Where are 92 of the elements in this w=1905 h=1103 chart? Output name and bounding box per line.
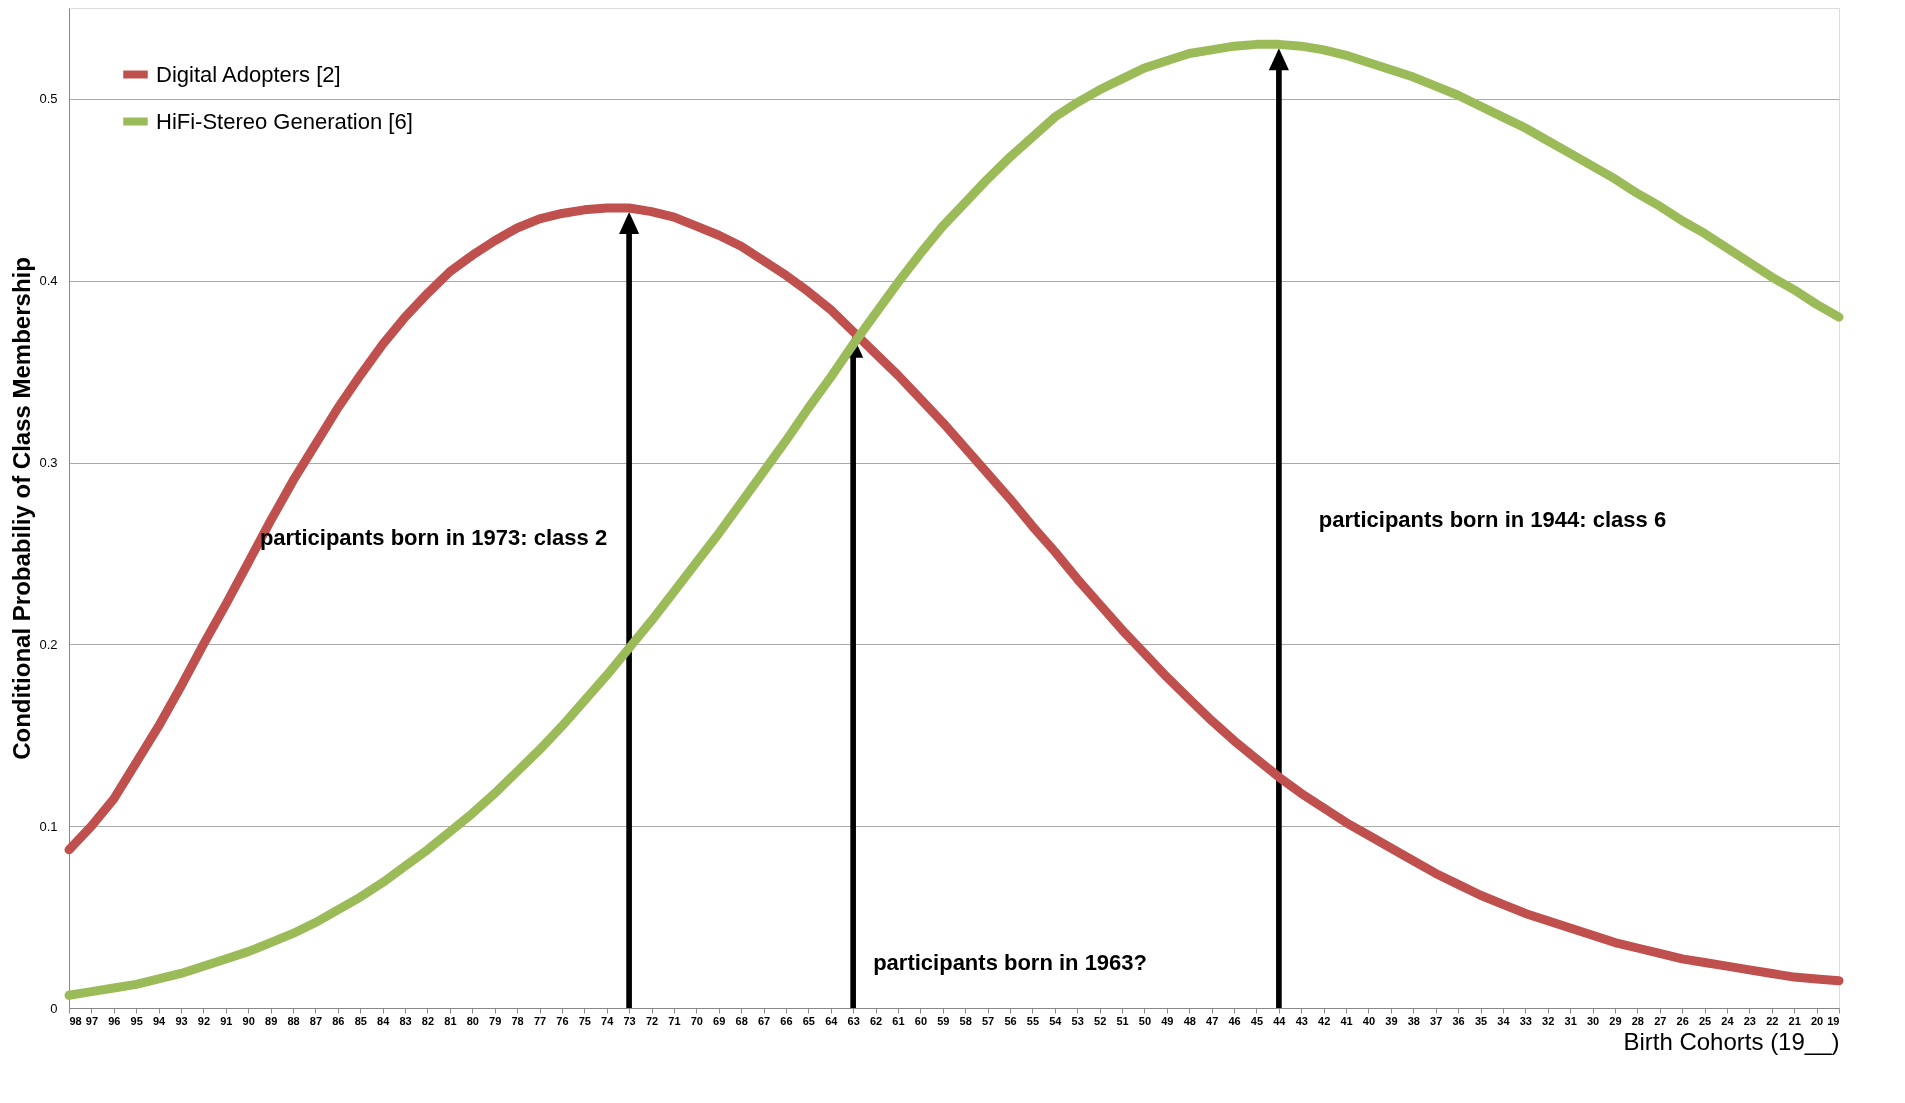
x-tick-label: 24 — [1721, 1014, 1735, 1027]
x-tick-label: 48 — [1183, 1014, 1196, 1027]
x-tick-label: 39 — [1385, 1014, 1398, 1027]
x-tick-label: 86 — [332, 1014, 345, 1027]
x-tick-label: 94 — [153, 1014, 167, 1027]
x-tick-label: 37 — [1430, 1014, 1443, 1027]
x-tick-label: 93 — [175, 1014, 188, 1027]
x-tick-label: 58 — [959, 1014, 972, 1027]
legend-label: HiFi-Stereo Generation [6] — [156, 108, 413, 134]
x-tick-label: 61 — [892, 1014, 905, 1027]
x-tick-label: 67 — [757, 1014, 771, 1027]
x-tick-label: 59 — [937, 1014, 950, 1027]
x-tick-label: 27 — [1654, 1014, 1667, 1027]
y-tick-label: 0.5 — [39, 91, 58, 107]
annotation: participants born in 1963? — [873, 950, 1148, 975]
x-tick-label: 81 — [444, 1014, 457, 1027]
x-tick-label: 31 — [1564, 1014, 1577, 1027]
x-tick-label: 34 — [1497, 1014, 1511, 1027]
x-tick-label: 90 — [242, 1014, 255, 1027]
x-tick-label: 35 — [1474, 1014, 1488, 1027]
x-tick-label: 20 — [1810, 1014, 1824, 1027]
x-tick-label: 21 — [1788, 1014, 1801, 1027]
x-tick-label: 69 — [713, 1014, 726, 1027]
x-tick-label: 74 — [601, 1014, 615, 1027]
x-tick-label: 54 — [1049, 1014, 1063, 1027]
x-tick-label: 46 — [1228, 1014, 1241, 1027]
x-tick-label: 45 — [1250, 1014, 1264, 1027]
x-tick-label: 79 — [489, 1014, 502, 1027]
y-tick-label: 0.4 — [39, 273, 58, 289]
x-tick-label: 44 — [1273, 1014, 1287, 1027]
x-tick-label: 96 — [108, 1014, 121, 1027]
x-tick-label: 97 — [85, 1014, 99, 1027]
x-tick-label: 49 — [1161, 1014, 1174, 1027]
x-tick-label: 75 — [578, 1014, 591, 1027]
x-tick-label: 56 — [1004, 1014, 1017, 1027]
x-tick-label: 92 — [197, 1014, 211, 1027]
x-tick-label: 32 — [1542, 1014, 1555, 1027]
annotation: participants born in 1944: class 6 — [1318, 507, 1667, 532]
x-tick-label: 95 — [130, 1014, 143, 1027]
y-axis-title: Conditional Probabiliy of Class Membership — [8, 257, 36, 760]
x-tick-label: 76 — [556, 1014, 569, 1027]
x-tick-label: 55 — [1026, 1014, 1040, 1027]
x-tick-label: 88 — [287, 1014, 300, 1027]
x-tick-label: 78 — [511, 1014, 524, 1027]
x-tick-label: 65 — [802, 1014, 815, 1027]
x-tick-label: 47 — [1206, 1014, 1219, 1027]
x-tick-label: 19 — [1827, 1014, 1840, 1027]
x-tick-label: 77 — [533, 1014, 547, 1027]
x-tick-label: 52 — [1094, 1014, 1107, 1027]
x-tick-label: 72 — [645, 1014, 659, 1027]
x-tick-label: 63 — [847, 1014, 860, 1027]
y-tick-label: 0.2 — [39, 636, 58, 652]
x-tick-label: 98 — [69, 1014, 82, 1027]
x-tick-label: 60 — [914, 1014, 928, 1027]
x-tick-label: 83 — [399, 1014, 412, 1027]
x-tick-label: 64 — [825, 1014, 839, 1027]
x-tick-label: 50 — [1138, 1014, 1152, 1027]
x-tick-label: 71 — [668, 1014, 681, 1027]
x-tick-label: 70 — [690, 1014, 703, 1027]
x-tick-label: 85 — [354, 1014, 367, 1027]
x-tick-label: 51 — [1116, 1014, 1129, 1027]
x-axis-title: Birth Cohorts (19__) — [1623, 1027, 1840, 1055]
x-tick-label: 23 — [1743, 1014, 1756, 1027]
x-tick-label: 82 — [421, 1014, 435, 1027]
x-tick-label: 42 — [1318, 1014, 1331, 1027]
x-tick-label: 22 — [1766, 1014, 1779, 1027]
x-tick-label: 89 — [265, 1014, 278, 1027]
x-tick-label: 28 — [1631, 1014, 1644, 1027]
x-tick-label: 53 — [1071, 1014, 1084, 1027]
x-tick-label: 41 — [1340, 1014, 1353, 1027]
x-tick-label: 91 — [220, 1014, 233, 1027]
x-tick-label: 25 — [1698, 1014, 1712, 1027]
x-tick-label: 43 — [1295, 1014, 1308, 1027]
x-tick-label: 87 — [309, 1014, 323, 1027]
x-tick-label: 80 — [466, 1014, 479, 1027]
x-tick-label: 68 — [735, 1014, 748, 1027]
x-tick-label: 36 — [1452, 1014, 1465, 1027]
x-tick-label: 62 — [869, 1014, 883, 1027]
x-tick-label: 73 — [623, 1014, 636, 1027]
legend-label: Digital Adopters [2] — [156, 61, 341, 87]
y-tick-label: 0.3 — [39, 455, 58, 471]
x-tick-label: 40 — [1362, 1014, 1376, 1027]
x-tick-label: 38 — [1407, 1014, 1420, 1027]
x-tick-label: 26 — [1676, 1014, 1689, 1027]
y-tick-label: 0.1 — [39, 818, 58, 834]
x-tick-label: 33 — [1519, 1014, 1532, 1027]
x-tick-label: 84 — [377, 1014, 391, 1027]
x-tick-label: 57 — [981, 1014, 995, 1027]
x-tick-label: 29 — [1609, 1014, 1622, 1027]
x-tick-label: 66 — [780, 1014, 793, 1027]
y-tick-label: 0 — [50, 1000, 58, 1016]
x-tick-label: 30 — [1586, 1014, 1600, 1027]
